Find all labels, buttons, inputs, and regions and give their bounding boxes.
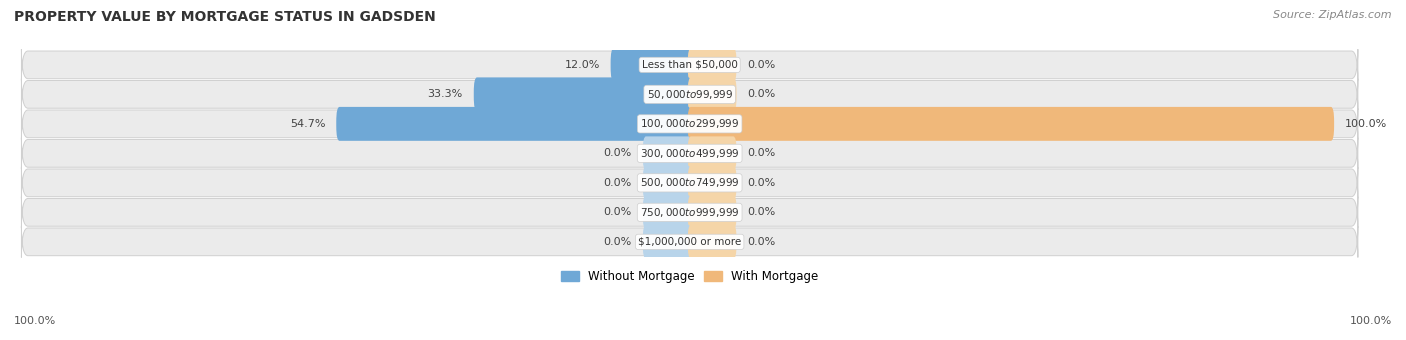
Text: 0.0%: 0.0% [748, 148, 776, 158]
FancyBboxPatch shape [643, 166, 692, 200]
FancyBboxPatch shape [643, 195, 692, 229]
FancyBboxPatch shape [21, 49, 1358, 81]
FancyBboxPatch shape [474, 78, 692, 111]
Text: $500,000 to $749,999: $500,000 to $749,999 [640, 176, 740, 189]
Text: 12.0%: 12.0% [564, 60, 600, 70]
Text: Source: ZipAtlas.com: Source: ZipAtlas.com [1274, 10, 1392, 20]
Text: 100.0%: 100.0% [1350, 317, 1392, 326]
FancyBboxPatch shape [688, 166, 737, 200]
FancyBboxPatch shape [21, 226, 1358, 257]
FancyBboxPatch shape [688, 195, 737, 229]
FancyBboxPatch shape [21, 108, 1358, 139]
FancyBboxPatch shape [688, 225, 737, 259]
Text: 33.3%: 33.3% [427, 89, 463, 99]
FancyBboxPatch shape [610, 48, 692, 82]
Text: $1,000,000 or more: $1,000,000 or more [638, 237, 741, 247]
FancyBboxPatch shape [21, 197, 1358, 228]
Text: $50,000 to $99,999: $50,000 to $99,999 [647, 88, 733, 101]
Text: 100.0%: 100.0% [14, 317, 56, 326]
Text: 0.0%: 0.0% [603, 148, 631, 158]
Text: 0.0%: 0.0% [603, 207, 631, 217]
FancyBboxPatch shape [643, 225, 692, 259]
Text: 0.0%: 0.0% [748, 60, 776, 70]
Text: $750,000 to $999,999: $750,000 to $999,999 [640, 206, 740, 219]
Legend: Without Mortgage, With Mortgage: Without Mortgage, With Mortgage [557, 266, 823, 288]
Text: $100,000 to $299,999: $100,000 to $299,999 [640, 117, 740, 130]
FancyBboxPatch shape [688, 107, 1334, 141]
FancyBboxPatch shape [688, 136, 737, 170]
Text: $300,000 to $499,999: $300,000 to $499,999 [640, 147, 740, 160]
Text: 0.0%: 0.0% [748, 207, 776, 217]
FancyBboxPatch shape [688, 78, 737, 111]
Text: 0.0%: 0.0% [748, 237, 776, 247]
Text: 0.0%: 0.0% [748, 178, 776, 188]
Text: 54.7%: 54.7% [290, 119, 325, 129]
FancyBboxPatch shape [21, 167, 1358, 199]
Text: PROPERTY VALUE BY MORTGAGE STATUS IN GADSDEN: PROPERTY VALUE BY MORTGAGE STATUS IN GAD… [14, 10, 436, 24]
FancyBboxPatch shape [21, 79, 1358, 110]
Text: 0.0%: 0.0% [603, 237, 631, 247]
Text: 0.0%: 0.0% [748, 89, 776, 99]
FancyBboxPatch shape [336, 107, 692, 141]
FancyBboxPatch shape [688, 48, 737, 82]
FancyBboxPatch shape [21, 138, 1358, 169]
FancyBboxPatch shape [643, 136, 692, 170]
Text: 0.0%: 0.0% [603, 178, 631, 188]
Text: 100.0%: 100.0% [1346, 119, 1388, 129]
Text: Less than $50,000: Less than $50,000 [641, 60, 738, 70]
